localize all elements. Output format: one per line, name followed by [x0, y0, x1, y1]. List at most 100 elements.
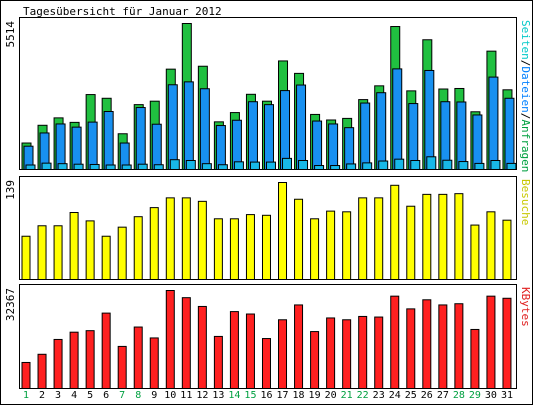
bar-seiten-21 [346, 163, 357, 170]
bar-seiten-14 [233, 161, 244, 171]
panel-visits: 139 Besuche [4, 176, 532, 281]
bar-besuche-26 [422, 193, 432, 280]
bar-seiten-10 [169, 159, 180, 171]
bar-seiten-23 [378, 160, 389, 171]
bar-besuche-20 [326, 210, 336, 280]
x-tick-label-27: 27 [437, 390, 449, 401]
bar-seiten-15 [249, 161, 260, 171]
x-tick-label-6: 6 [103, 390, 109, 401]
y-max-label-1: 5514 [4, 21, 17, 48]
bar-besuche-8 [133, 216, 143, 280]
y-max-label-3: 32367 [4, 288, 17, 321]
bar-besuche-5 [85, 220, 95, 281]
bar-kbytes-14 [229, 311, 239, 389]
bar-kbytes-26 [422, 299, 432, 390]
x-tick-label-20: 20 [325, 390, 337, 401]
bar-dateien-3 [55, 123, 66, 170]
bar-dateien-24 [392, 68, 403, 170]
bar-dateien-28 [456, 101, 467, 170]
bar-dateien-31 [504, 97, 515, 170]
bar-besuche-15 [245, 214, 255, 280]
bar-kbytes-6 [101, 312, 111, 389]
bar-dateien-15 [247, 101, 258, 170]
bar-kbytes-24 [390, 295, 400, 390]
bar-kbytes-8 [133, 326, 143, 389]
x-tick-label-21: 21 [341, 390, 353, 401]
bar-kbytes-29 [470, 328, 480, 389]
legend-entry-1-5: Anfragen [519, 119, 532, 172]
bar-kbytes-4 [69, 331, 79, 389]
bar-seiten-17 [282, 157, 293, 170]
bar-dateien-13 [215, 125, 226, 170]
legend-entry-1-4: / [519, 113, 532, 120]
bar-kbytes-17 [278, 319, 288, 389]
bar-kbytes-30 [486, 295, 496, 390]
bar-dateien-16 [263, 104, 274, 170]
x-tick-label-10: 10 [164, 390, 176, 401]
x-tick-label-26: 26 [421, 390, 433, 401]
bar-kbytes-11 [181, 297, 191, 390]
x-tick-label-28: 28 [453, 390, 465, 401]
bar-seiten-5 [89, 163, 100, 170]
bar-dateien-17 [280, 90, 291, 170]
x-tick-label-3: 3 [55, 390, 61, 401]
bar-seiten-6 [105, 164, 116, 171]
x-tick-label-31: 31 [501, 390, 513, 401]
bar-dateien-5 [87, 121, 98, 170]
bar-dateien-30 [488, 76, 499, 170]
bar-dateien-4 [71, 126, 82, 170]
bar-kbytes-9 [149, 337, 159, 390]
bar-kbytes-22 [358, 315, 368, 390]
bar-kbytes-5 [85, 330, 95, 389]
x-tick-label-12: 12 [196, 390, 208, 401]
bar-kbytes-3 [53, 338, 63, 389]
bar-seiten-28 [458, 161, 469, 170]
bar-kbytes-27 [438, 304, 448, 390]
x-tick-label-15: 15 [244, 390, 256, 401]
x-tick-label-14: 14 [228, 390, 240, 401]
x-tick-label-4: 4 [71, 390, 77, 401]
legend-entry-3-1: KBytes [519, 287, 532, 327]
bar-besuche-1 [21, 235, 31, 280]
bar-besuche-24 [390, 184, 400, 280]
bar-kbytes-7 [117, 345, 127, 389]
x-axis-labels: 1 2 3 4 5 6 7 8 9 10 11 12 13 14 15 16 17 18 19 20 21 22 23 24 2… [23, 390, 513, 401]
bar-dateien-21 [344, 127, 355, 170]
bar-dateien-11 [183, 81, 194, 170]
bar-seiten-29 [474, 162, 485, 171]
x-tick-label-16: 16 [260, 390, 272, 401]
bar-dateien-27 [440, 101, 451, 170]
bar-seiten-8 [137, 163, 148, 171]
bar-besuche-13 [213, 218, 223, 280]
bar-dateien-20 [328, 123, 339, 170]
bar-seiten-11 [185, 159, 196, 171]
x-tick-label-22: 22 [357, 390, 369, 401]
x-tick-label-29: 29 [469, 390, 481, 401]
legend-3: KBytes [519, 287, 532, 327]
bar-kbytes-19 [310, 331, 320, 389]
bar-seiten-3 [57, 163, 68, 171]
bar-kbytes-1 [21, 361, 31, 389]
x-tick-label-13: 13 [212, 390, 224, 401]
bar-besuche-18 [294, 198, 304, 280]
x-tick-label-2: 2 [39, 390, 45, 401]
y-max-label-2: 139 [4, 180, 17, 200]
bar-besuche-25 [406, 205, 416, 281]
legend-entry-1-2: / [519, 60, 532, 67]
x-tick-label-1: 1 [23, 390, 29, 401]
bar-seiten-16 [265, 161, 276, 171]
bar-kbytes-2 [37, 353, 47, 389]
bar-kbytes-23 [374, 316, 384, 389]
legend-entry-2-1: Besuche [519, 179, 532, 225]
x-tick-label-23: 23 [373, 390, 385, 401]
bar-seiten-12 [201, 163, 212, 171]
bar-besuche-17 [278, 182, 288, 280]
bar-besuche-30 [486, 211, 496, 281]
bar-dateien-8 [135, 107, 146, 171]
bar-dateien-12 [199, 88, 210, 170]
bar-dateien-22 [360, 102, 371, 170]
bar-kbytes-18 [294, 304, 304, 390]
x-tick-label-11: 11 [180, 390, 192, 401]
